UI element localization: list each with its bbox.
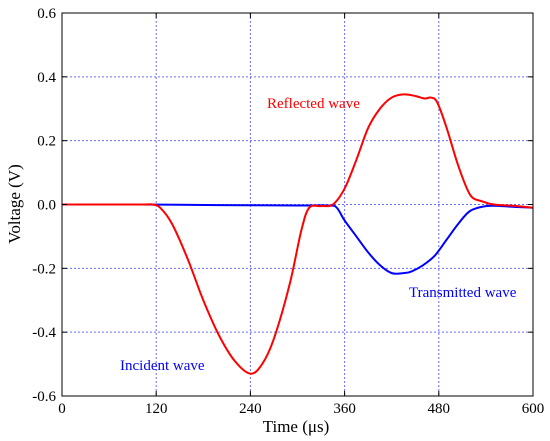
y-axis-title: Voltage (V) <box>5 164 24 243</box>
x-tick-label: 0 <box>58 401 66 417</box>
reflected-wave-line <box>62 93 534 375</box>
tick-labels: 0 120 240 360 480 600 -0.6 -0.4 -0.2 0.0 0.2 0.4 0.6 <box>32 6 544 417</box>
ticks <box>61 12 534 397</box>
x-tick-label: 480 <box>428 401 451 417</box>
x-axis-title: Time (μs) <box>263 417 330 436</box>
x-tick-label: 600 <box>522 401 545 417</box>
series-layer <box>61 93 534 375</box>
y-tick-label: -0.6 <box>32 389 56 405</box>
incident-wave-label: Incident wave <box>120 358 205 374</box>
transmitted-wave-label: Transmitted wave <box>409 285 517 301</box>
y-tick-label: 0.4 <box>37 70 56 86</box>
y-tick-label: -0.2 <box>32 261 56 277</box>
y-tick-label: -0.4 <box>32 325 56 341</box>
y-tick-label: 0.6 <box>37 6 56 22</box>
transmitted-wave-line <box>61 203 534 275</box>
x-tick-label: 360 <box>333 401 356 417</box>
x-tick-label: 240 <box>239 401 262 417</box>
grid <box>62 13 533 396</box>
y-tick-label: 0.0 <box>37 198 56 214</box>
reflected-wave-label: Reflected wave <box>267 96 360 112</box>
y-tick-label: 0.2 <box>37 134 56 150</box>
x-tick-label: 120 <box>145 401 168 417</box>
